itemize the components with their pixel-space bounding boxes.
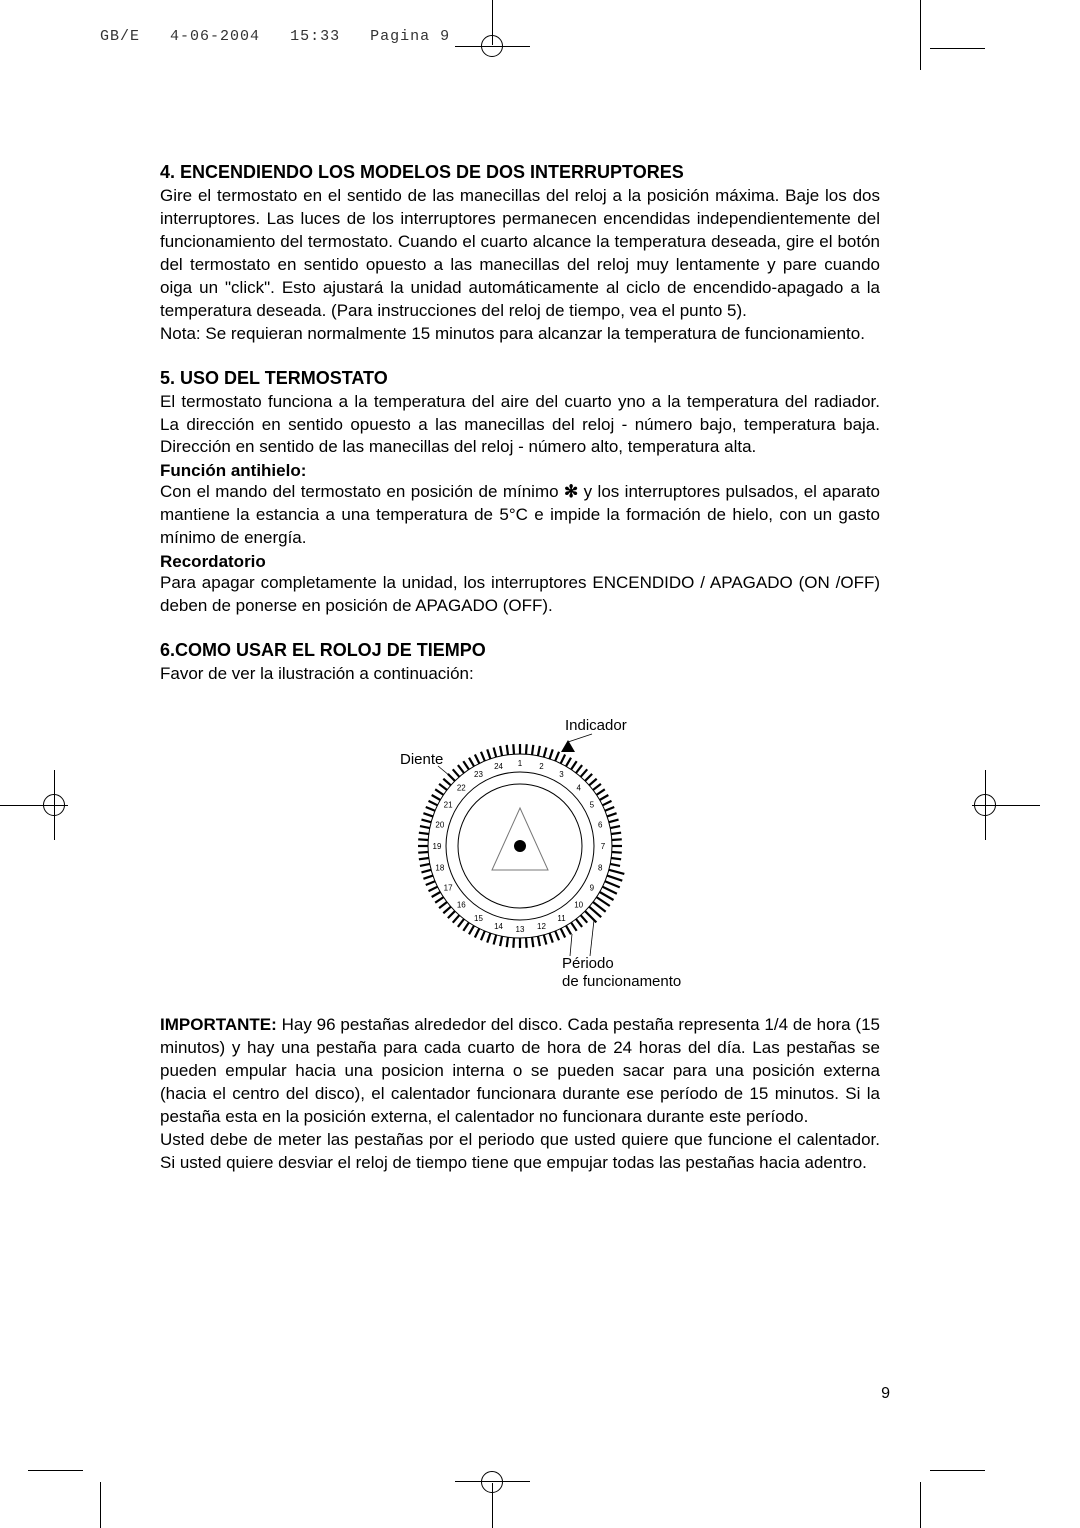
section-5-sub2-title: Recordatorio xyxy=(160,552,880,572)
svg-text:17: 17 xyxy=(444,884,453,893)
snowflake-icon: ✻ xyxy=(564,482,578,501)
crop-mark xyxy=(40,805,68,806)
section-5-sub2-body: Para apagar completamente la unidad, los… xyxy=(160,572,880,618)
timer-diagram: 123456789101112131415161718192021222324D… xyxy=(160,706,880,996)
crop-mark xyxy=(920,1482,921,1528)
svg-text:2: 2 xyxy=(539,762,544,771)
important-label: IMPORTANTE: xyxy=(160,1015,277,1034)
crop-mark xyxy=(930,1470,985,1471)
section-4-p1: Gire el termostato en el sentido de las … xyxy=(160,185,880,323)
svg-text:Périodo: Périodo xyxy=(562,955,614,972)
section-6-title: 6.COMO USAR EL ROLOJ DE TIEMPO xyxy=(160,640,880,661)
svg-text:11: 11 xyxy=(557,914,566,923)
svg-text:Indicador: Indicador xyxy=(565,717,627,734)
crop-mark xyxy=(972,805,1000,806)
sub1-body-a: Con el mando del termostato en posición … xyxy=(160,482,564,501)
content-area: 4. ENCENDIENDO LOS MODELOS DE DOS INTERR… xyxy=(160,140,880,1175)
crop-mark xyxy=(100,1482,101,1528)
section-5-sub1-body: Con el mando del termostato en posición … xyxy=(160,481,880,550)
svg-text:24: 24 xyxy=(494,762,503,771)
svg-text:14: 14 xyxy=(494,922,503,931)
crop-mark xyxy=(920,0,921,70)
svg-text:22: 22 xyxy=(457,783,466,792)
svg-text:16: 16 xyxy=(457,901,466,910)
section-5-sub1-title: Función antihielo: xyxy=(160,461,880,481)
svg-text:1: 1 xyxy=(518,759,523,768)
svg-text:8: 8 xyxy=(598,863,603,872)
svg-text:10: 10 xyxy=(574,901,583,910)
svg-text:Diente: Diente xyxy=(400,751,443,768)
svg-text:18: 18 xyxy=(435,863,444,872)
crop-mark xyxy=(930,48,985,49)
svg-text:20: 20 xyxy=(435,821,444,830)
svg-text:12: 12 xyxy=(537,922,546,931)
section-6-p2: Usted debe de meter las pestañas por el … xyxy=(160,1129,880,1175)
svg-text:3: 3 xyxy=(559,770,564,779)
svg-text:6: 6 xyxy=(598,821,603,830)
crop-mark xyxy=(0,805,40,806)
timer-svg: 123456789101112131415161718192021222324D… xyxy=(310,706,730,996)
svg-text:7: 7 xyxy=(601,842,606,851)
crop-mark xyxy=(28,1470,83,1471)
svg-text:9: 9 xyxy=(590,884,595,893)
section-5-title: 5. USO DEL TERMOSTATO xyxy=(160,368,880,389)
print-header: GB/E 4-06-2004 15:33 Pagina 9 xyxy=(100,28,450,45)
crop-mark xyxy=(481,35,503,57)
header-page: Pagina 9 xyxy=(370,28,450,45)
section-4-title: 4. ENCENDIENDO LOS MODELOS DE DOS INTERR… xyxy=(160,162,880,183)
header-time: 15:33 xyxy=(290,28,340,45)
header-file: GB/E xyxy=(100,28,140,45)
page: GB/E 4-06-2004 15:33 Pagina 9 4. ENCENDI… xyxy=(0,0,1080,1528)
svg-text:5: 5 xyxy=(590,801,595,810)
svg-text:21: 21 xyxy=(444,801,453,810)
section-6-p1: Favor de ver la ilustración a continuaci… xyxy=(160,663,880,686)
svg-text:de funcionamento: de funcionamento xyxy=(562,973,681,990)
svg-text:15: 15 xyxy=(474,914,483,923)
svg-text:13: 13 xyxy=(516,925,525,934)
section-4-p2: Nota: Se requieran normalmente 15 minuto… xyxy=(160,323,880,346)
svg-text:23: 23 xyxy=(474,770,483,779)
header-date: 4-06-2004 xyxy=(170,28,260,45)
svg-text:19: 19 xyxy=(433,842,442,851)
svg-text:4: 4 xyxy=(576,783,581,792)
crop-mark xyxy=(481,1471,503,1493)
important-paragraph: IMPORTANTE: Hay 96 pestañas alrededor de… xyxy=(160,1014,880,1129)
page-number: 9 xyxy=(881,1385,890,1403)
crop-mark xyxy=(1000,805,1040,806)
section-5-p1: El termostato funciona a la temperatura … xyxy=(160,391,880,460)
